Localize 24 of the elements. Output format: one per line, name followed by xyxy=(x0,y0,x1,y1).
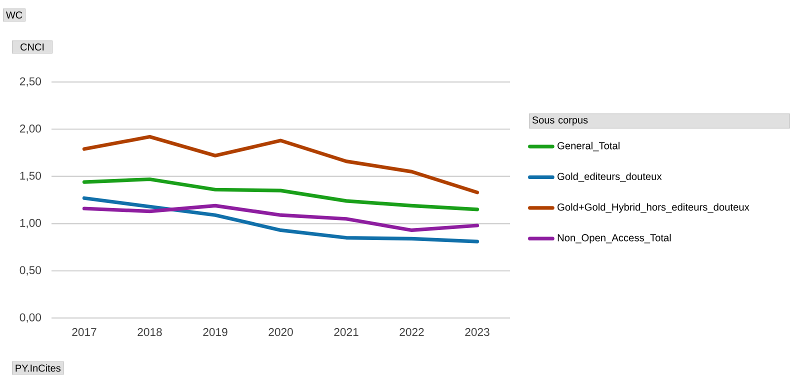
y-tick-label: 0,00 xyxy=(20,313,42,323)
y-tick-label: 0,50 xyxy=(20,266,42,276)
legend-title: Sous corpus xyxy=(532,116,588,126)
y-tick-label: 1,50 xyxy=(20,172,42,182)
legend-label: Gold_editeurs_douteux xyxy=(558,172,662,182)
legend-label: Non_Open_Access_Total xyxy=(558,234,671,244)
x-axis-title: PY.InCites xyxy=(16,364,61,372)
line-series xyxy=(82,134,480,194)
text: WC xyxy=(6,11,22,19)
x-tick-label: 2020 xyxy=(268,328,293,336)
x-tick-label: 2023 xyxy=(465,328,490,336)
legend-label: General_Total xyxy=(558,142,620,152)
x-tick-label: 2021 xyxy=(334,328,358,336)
x-tick-label: 2017 xyxy=(72,328,96,336)
y-tick-label: 1,00 xyxy=(20,218,42,228)
line-series xyxy=(82,204,480,232)
y-tick-label: 2,50 xyxy=(20,77,42,87)
x-tick-label: 2022 xyxy=(400,328,424,336)
y-tick-label: 2,00 xyxy=(20,124,42,134)
legend-label: Gold+Gold_Hybrid_hors_editeurs_douteux xyxy=(558,203,750,213)
line-series xyxy=(82,177,480,212)
x-tick-label: 2018 xyxy=(138,328,162,336)
x-tick-label: 2019 xyxy=(203,328,228,336)
y-axis-title: CNCI xyxy=(20,43,44,51)
